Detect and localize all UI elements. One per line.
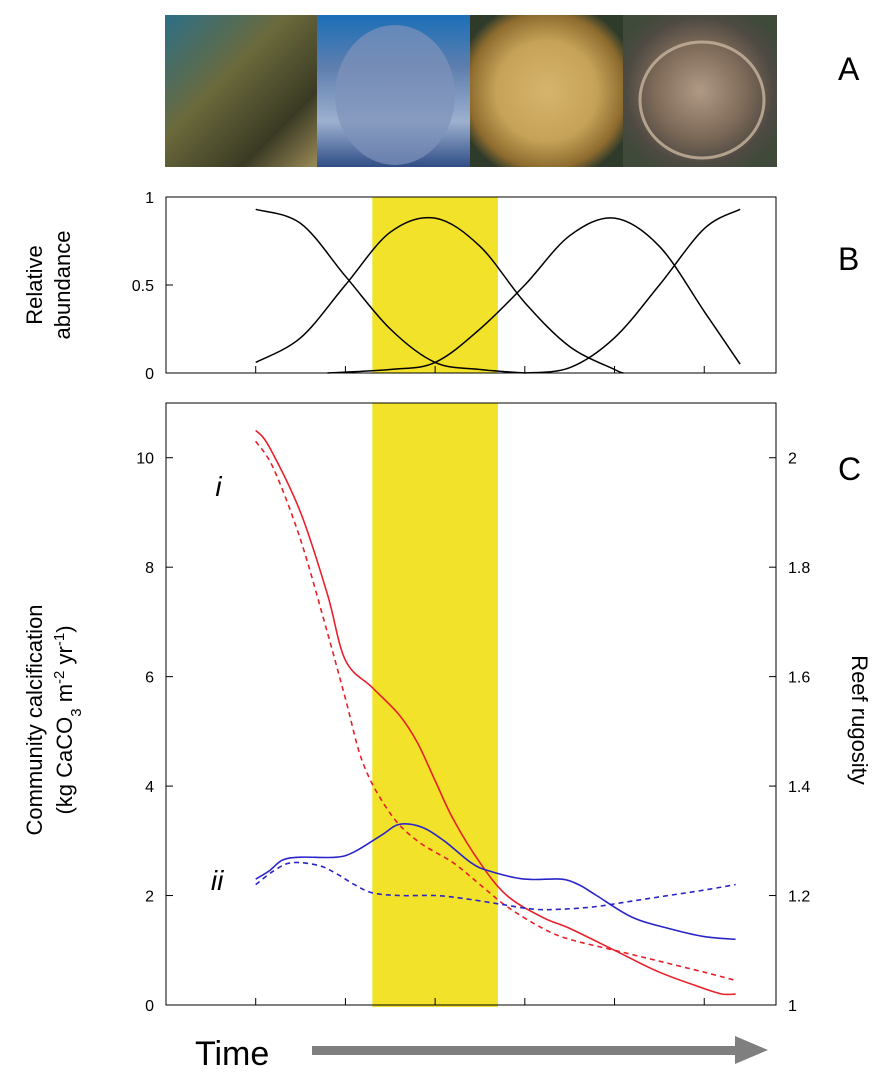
plot-frame-c [165,402,777,1006]
abundance-curves [255,208,741,374]
series-line-3 [255,823,736,941]
y-tick-label: 6 [145,670,154,687]
highlight-band-b [372,197,498,373]
y-axis-label-c-line1: Community calcification [22,604,47,835]
series-line-1 [255,208,525,374]
series-line-4 [255,861,736,911]
curve-annotation: ii [211,865,224,896]
y-tick-label: 1 [145,190,154,207]
calcification-curves [255,429,736,996]
series-line-3 [327,217,741,374]
panel-label-b: B [838,241,859,277]
y2-tick-label: 1.6 [788,670,810,687]
y2-tick-label: 1.8 [788,560,810,577]
y-tick-label: 10 [136,451,154,468]
y2-tick-label: 1.4 [788,779,810,796]
y-axis-label-b-line2: abundance [50,231,75,340]
y-axis-label-b-line1: Relative [22,245,47,324]
ticks-b: 00.51 [132,190,705,383]
coral-photos [165,15,777,167]
y-tick-label: 0 [145,998,154,1015]
plate-coral-shape [638,40,766,160]
panel-label-a: A [838,51,860,87]
brain-coral-photo [470,15,623,167]
y-tick-label: 8 [145,560,154,577]
y-axis-label-c-line2: (kg CaCO3 m-2 yr-1) [51,625,85,814]
series-line-2 [255,216,624,374]
highlight-band-c [372,403,498,1007]
y-tick-label: 0 [145,366,154,383]
series-line-2 [255,440,736,982]
y-tick-label: 4 [145,779,154,796]
time-arrow-head [735,1036,768,1064]
y2-tick-label: 2 [788,451,797,468]
curve-annotations: iii [211,471,224,896]
y-tick-label: 2 [145,889,154,906]
time-arrow-shaft [312,1046,742,1055]
time-label: Time [195,1035,269,1073]
series-line-1 [255,429,736,996]
y2-tick-label: 1.2 [788,889,810,906]
y-tick-label: 0.5 [132,278,154,295]
plate-coral-photo [623,15,777,167]
y-axis-label-c-text1: Community calcification [22,604,47,835]
branching-coral-photo [165,15,317,167]
y2-axis-label-c: Reef rugosity [847,655,872,785]
time-arrow [312,1036,768,1064]
curve-annotation: i [215,471,222,502]
relative-abundance-chart: 00.51 Relative abundance [22,190,777,383]
massive-mounding-coral-shape [335,25,455,165]
ticks-c: 0 2 4 6 8 10 1 1.2 1.4 1.6 1.8 2 [136,451,810,1015]
series-line-4 [524,208,741,374]
panel-label-c: C [838,451,861,487]
y2-tick-label: 1 [788,998,797,1015]
